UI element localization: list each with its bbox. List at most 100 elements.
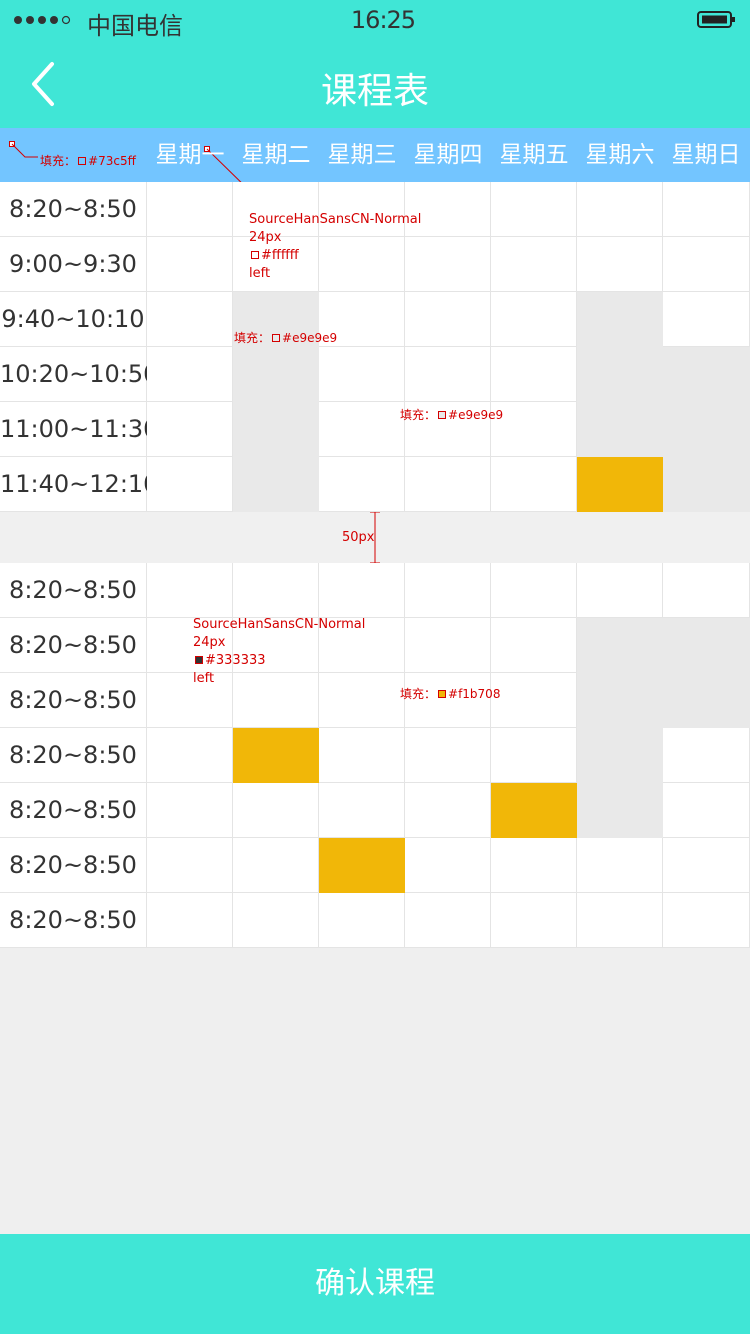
day-label: 星期四	[413, 142, 483, 168]
slot-cell	[233, 402, 319, 457]
slot-cell	[405, 838, 491, 893]
slot-cell	[577, 728, 663, 783]
fill-annotation: 填充： #e9e9e9	[234, 329, 337, 346]
fill-annotation: 填充： #f1b708	[400, 685, 500, 702]
slot-cell	[147, 182, 233, 237]
annotation-text: #ffffff	[261, 248, 299, 263]
annotation-leader	[11, 143, 38, 158]
slot-cell	[577, 893, 663, 948]
color-swatch	[438, 411, 447, 419]
annotation-text: 24px	[249, 230, 282, 245]
spec-annotation: #333333	[193, 653, 266, 668]
slot-cell	[319, 783, 405, 838]
time-cell: 11:40~12:10	[0, 457, 158, 512]
annotation-text: #333333	[205, 653, 266, 668]
dimension-label: 50px	[342, 530, 375, 545]
slot-cell	[405, 563, 491, 618]
time-cell: 8:20~8:50	[0, 618, 147, 673]
slot-cell	[233, 893, 319, 948]
slot-cell	[147, 563, 233, 618]
day-label: 星期一	[155, 142, 225, 168]
slot-cell	[147, 237, 233, 292]
slot-cell	[491, 838, 577, 893]
slot-cell	[663, 292, 750, 347]
page-title: 课程表	[320, 71, 429, 112]
annotation-text: #73c5ff	[88, 154, 136, 168]
spec-annotation: left	[249, 266, 270, 281]
slot-cell	[319, 563, 405, 618]
time-cell: 8:20~8:50	[0, 563, 147, 618]
time-cell: 9:00~9:30	[0, 237, 147, 292]
annotation-text: SourceHanSansCN-Normal	[193, 617, 366, 632]
slot-cell	[233, 563, 319, 618]
clock: 16:25	[350, 6, 416, 34]
slot-cell	[147, 347, 233, 402]
slot-cell	[233, 237, 319, 292]
nav-bar	[0, 0, 750, 128]
slot-cell	[577, 838, 663, 893]
slot-cell	[405, 618, 491, 673]
time-cell: 10:20~10:50	[0, 347, 158, 402]
time-cell: 8:20~8:50	[0, 673, 147, 728]
slot-cell	[233, 182, 319, 237]
slot-cell	[577, 292, 663, 347]
status-icons	[14, 11, 735, 106]
slot-cell	[491, 182, 577, 237]
confirm-button[interactable]: 确认课程	[0, 1234, 750, 1334]
slot-cell	[405, 182, 491, 237]
slot-cell	[663, 728, 750, 783]
time-cell: 8:20~8:50	[0, 893, 147, 948]
slot-cell	[577, 673, 663, 728]
slot-cell	[577, 783, 663, 838]
slot-cell	[405, 402, 491, 457]
slot-cell	[491, 673, 577, 728]
slot-cell	[147, 618, 233, 673]
spec-annotation: #ffffff	[249, 248, 299, 263]
slot-cell	[663, 618, 750, 673]
slot-cell	[663, 893, 750, 948]
annotation-text: left	[249, 266, 271, 281]
day-label: 星期二	[241, 142, 311, 168]
slot-cell	[577, 402, 663, 457]
slot-cell	[147, 783, 233, 838]
time-cell: 9:40~10:10	[0, 292, 147, 347]
slot-cell	[577, 563, 663, 618]
slot-cell	[319, 457, 405, 512]
slot-cell	[147, 893, 233, 948]
slot-cell	[319, 402, 405, 457]
slot-cell	[405, 673, 491, 728]
week-header	[0, 128, 750, 182]
slot-cell	[491, 893, 577, 948]
color-swatch	[438, 690, 447, 698]
slot-cell	[491, 237, 577, 292]
slot-cell	[319, 838, 405, 893]
slot-cell	[491, 402, 577, 457]
time-cell: 8:20~8:50	[0, 783, 147, 838]
slot-cell	[663, 237, 750, 292]
spec-annotation: SourceHanSansCN-Normal	[249, 212, 421, 227]
color-swatch	[251, 251, 259, 259]
slot-cell	[663, 402, 750, 457]
annotation-text: 填充：	[234, 331, 271, 345]
color-swatch	[195, 656, 203, 664]
slot-cell	[233, 728, 319, 783]
slot-cell	[233, 673, 319, 728]
slot-cell	[319, 292, 405, 347]
slot-cell	[577, 237, 663, 292]
annotation-text: left	[193, 671, 215, 686]
slot-cell	[577, 347, 663, 402]
slot-cell	[491, 618, 577, 673]
slot-cell	[147, 457, 233, 512]
slot-cell	[405, 457, 491, 512]
slot-cell	[577, 618, 663, 673]
slot-cell	[319, 728, 405, 783]
back-button[interactable]	[32, 62, 54, 106]
time-cell: 8:20~8:50	[0, 728, 147, 783]
slot-cell	[405, 292, 491, 347]
slot-cell	[663, 783, 750, 838]
annotation-text: #e9e9e9	[282, 331, 338, 345]
annotation-text: SourceHanSansCN-Normal	[249, 212, 422, 227]
slot-cell	[405, 728, 491, 783]
annotation-text: 填充：	[40, 154, 77, 168]
